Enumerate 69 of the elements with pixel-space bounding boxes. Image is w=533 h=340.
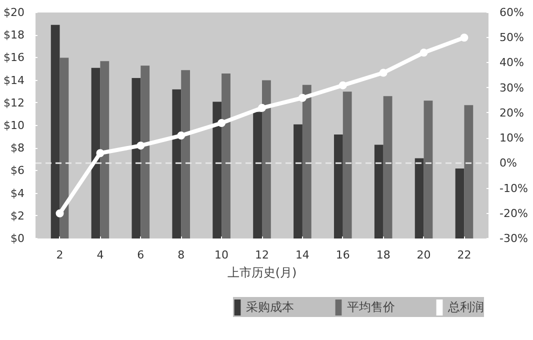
- legend-label: 总利润: [448, 298, 484, 316]
- bar: [383, 96, 392, 238]
- y-tick-label: $12: [4, 96, 25, 110]
- y-tick-label: $8: [10, 142, 25, 155]
- bar: [464, 105, 474, 238]
- point: [460, 34, 468, 42]
- x-tick-label: 8: [178, 248, 185, 262]
- bar: [91, 68, 100, 238]
- bar: [50, 24, 60, 238]
- x-tick-label: 22: [457, 248, 472, 262]
- y-tick-label: $14: [4, 74, 25, 87]
- x-tick-label: 20: [416, 248, 431, 262]
- y2-tick-label: 30%: [500, 81, 524, 94]
- bar: [212, 102, 222, 238]
- point: [298, 94, 306, 102]
- legend-label: 平均售价: [347, 298, 395, 316]
- bar: [253, 112, 262, 238]
- y2-tick-label: 60%: [500, 6, 524, 19]
- bar: [132, 78, 141, 238]
- bar: [100, 61, 110, 238]
- y2-tick-label: -20%: [500, 206, 528, 220]
- y-tick-label: $18: [4, 28, 25, 42]
- bar: [334, 134, 343, 238]
- point: [218, 118, 226, 127]
- point: [258, 104, 266, 112]
- x-tick-label: 6: [137, 248, 144, 262]
- y2-tick-label: 10%: [500, 132, 524, 145]
- y2-tick-label: 20%: [500, 106, 524, 120]
- y-tick-label: $0: [10, 232, 25, 245]
- bar: [140, 66, 150, 238]
- y-tick-label: $16: [4, 51, 25, 64]
- y2-tick-label: 40%: [500, 56, 524, 70]
- y-tick-label: $4: [10, 186, 25, 200]
- x-tick-label: 2: [56, 248, 64, 262]
- y-tick-label: $10: [4, 119, 25, 132]
- point: [379, 68, 388, 77]
- y-tick-label: $2: [10, 209, 25, 222]
- bar: [342, 92, 352, 238]
- bar: [414, 158, 424, 238]
- y-tick-label: $6: [10, 164, 25, 178]
- x-tick-label: 14: [295, 248, 310, 262]
- point: [177, 132, 186, 140]
- bar: [374, 144, 384, 238]
- point: [136, 142, 145, 150]
- y-tick-label: $20: [4, 6, 25, 19]
- bar: [455, 168, 464, 238]
- x-tick-label: 4: [96, 248, 104, 262]
- x-tick-label: 16: [336, 248, 350, 262]
- x-tick-label: 10: [214, 248, 229, 262]
- y2-tick-label: -10%: [500, 182, 528, 195]
- point: [338, 81, 347, 90]
- bar: [222, 74, 230, 238]
- y2-tick-label: -30%: [500, 232, 528, 245]
- bar: [424, 100, 433, 238]
- bar: [302, 84, 312, 238]
- point: [96, 149, 104, 158]
- point: [420, 48, 428, 57]
- x-tick-label: 18: [376, 248, 390, 262]
- bar: [172, 89, 182, 238]
- bar: [262, 80, 271, 238]
- point: [56, 209, 64, 218]
- x-axis-title: 上市历史(月): [227, 266, 297, 280]
- bar: [60, 58, 69, 238]
- y2-tick-label: 50%: [500, 31, 524, 44]
- bar: [294, 124, 302, 238]
- y2-tick-label: 0%: [500, 156, 517, 170]
- bar: [181, 70, 190, 238]
- x-tick-label: 12: [255, 248, 269, 262]
- legend-label: 采购成本: [246, 298, 294, 316]
